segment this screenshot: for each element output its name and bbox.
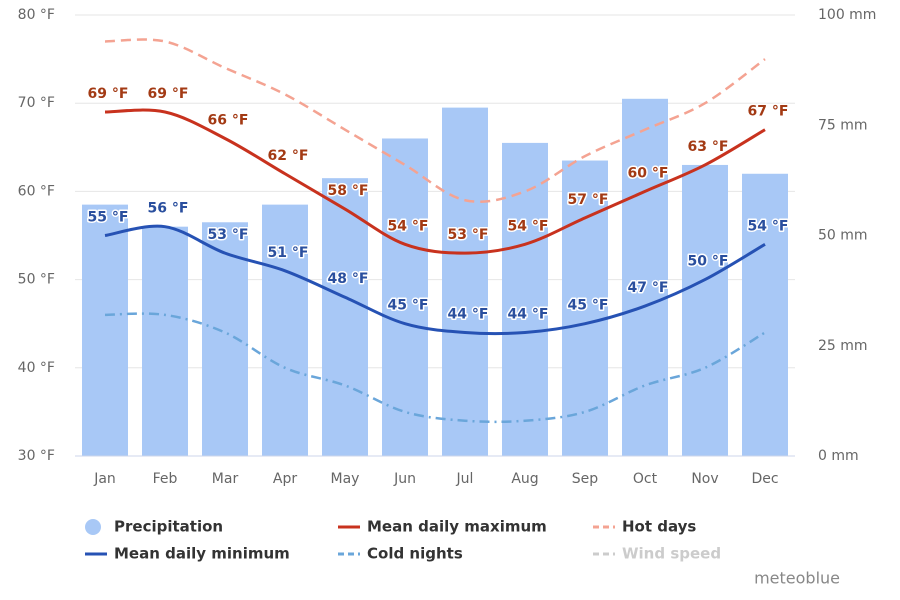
data-label: 54 °F — [508, 218, 549, 234]
data-label: 47 °F — [628, 280, 669, 296]
x-tick-label: Apr — [273, 471, 297, 487]
bar — [442, 107, 488, 457]
x-tick-label: Aug — [511, 471, 538, 487]
data-label: 62 °F — [268, 148, 309, 164]
y-tick-label: 70 °F — [18, 95, 55, 111]
bar — [202, 222, 248, 456]
x-tick-label: Nov — [691, 471, 718, 487]
bars — [82, 98, 788, 457]
legend-symbol — [85, 519, 101, 535]
legend-label: Precipitation — [114, 518, 223, 536]
line — [104, 108, 766, 255]
data-label: 60 °F — [628, 165, 669, 181]
data-label: 44 °F — [508, 307, 549, 323]
line — [104, 224, 766, 336]
y2-tick-label: 50 mm — [818, 228, 868, 244]
bar — [82, 204, 128, 456]
bar — [682, 164, 728, 456]
legend-label: Wind speed — [622, 545, 721, 563]
data-label: 51 °F — [268, 245, 309, 261]
data-label: 57 °F — [568, 192, 609, 208]
legend-label: Mean daily maximum — [367, 518, 547, 536]
x-tick-label: Sep — [572, 471, 599, 487]
y-tick-label: 60 °F — [18, 183, 55, 199]
data-label: 69 °F — [88, 86, 129, 102]
data-label: 45 °F — [388, 298, 429, 314]
bar — [622, 98, 668, 456]
y-tick-label: 50 °F — [18, 272, 55, 288]
value-labels: 69 °F 69 °F 66 °F 62 °F 58 °F 54 °F 53 °F 54 °F… — [86, 85, 790, 324]
x-tick-label: Jan — [93, 471, 116, 487]
bar — [322, 178, 368, 457]
data-label: 54 °F — [388, 218, 429, 234]
data-label: 69 °F — [148, 86, 189, 102]
bar — [382, 138, 428, 457]
bar — [502, 142, 548, 456]
x-tick-label: May — [331, 471, 360, 487]
y2-tick-label: 75 mm — [818, 117, 868, 133]
legend-label: Mean daily minimum — [114, 545, 290, 563]
x-tick-label: Feb — [153, 471, 178, 487]
x-tick-label: Jun — [393, 471, 416, 487]
data-label: 48 °F — [328, 271, 369, 287]
data-label: 44 °F — [448, 307, 489, 323]
data-label: 53 °F — [208, 227, 249, 243]
bar — [142, 226, 188, 456]
x-tick-label: Mar — [212, 471, 239, 487]
y-tick-label: 40 °F — [18, 360, 55, 376]
bar — [742, 173, 788, 456]
y-tick-label: 80 °F — [18, 7, 55, 23]
data-label: 53 °F — [448, 227, 489, 243]
legend-label: Hot days — [622, 518, 696, 536]
data-label: 50 °F — [688, 254, 729, 270]
y-tick-label: 30 °F — [18, 448, 55, 464]
bar — [262, 204, 308, 456]
x-tick-label: Jul — [456, 471, 474, 487]
y2-tick-label: 0 mm — [818, 448, 859, 464]
line — [104, 312, 766, 424]
legend-label: Cold nights — [367, 545, 463, 563]
x-tick-label: Oct — [633, 471, 658, 487]
x-tick-label: Dec — [751, 471, 778, 487]
data-label: 67 °F — [748, 104, 789, 120]
credit: meteoblue — [754, 569, 840, 588]
y2-tick-label: 100 mm — [818, 7, 876, 23]
lines — [104, 38, 766, 424]
data-label: 58 °F — [328, 183, 369, 199]
data-label: 56 °F — [148, 201, 189, 217]
data-label: 66 °F — [208, 112, 249, 128]
data-label: 55 °F — [88, 210, 129, 226]
data-label: 45 °F — [568, 298, 609, 314]
data-label: 54 °F — [748, 218, 789, 234]
y2-tick-label: 25 mm — [818, 338, 868, 354]
data-label: 63 °F — [688, 139, 729, 155]
